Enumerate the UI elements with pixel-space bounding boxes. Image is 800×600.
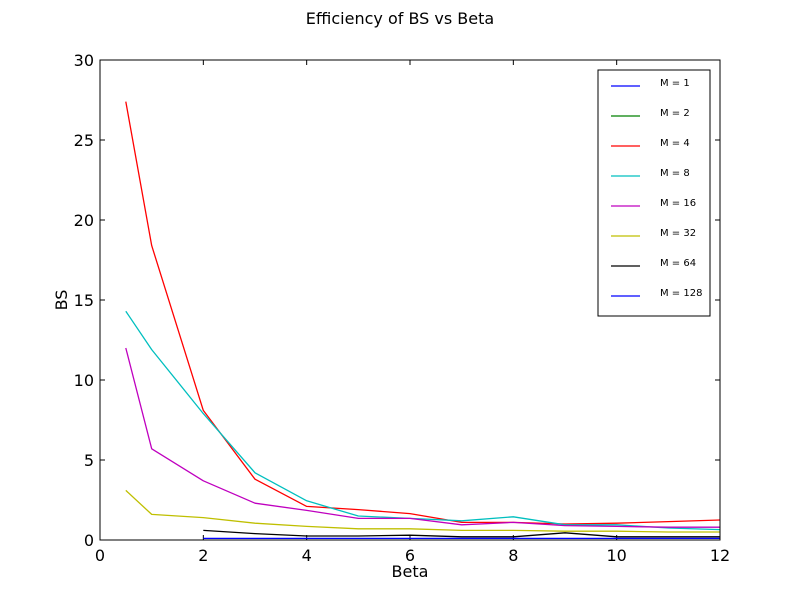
y-tick-label: 30: [74, 51, 94, 70]
series-line-5: [125, 347, 720, 528]
legend-box: [597, 69, 711, 317]
y-tick-label: 25: [74, 131, 94, 150]
series-line-7: [203, 529, 720, 538]
legend-label: M = 4: [660, 138, 690, 149]
y-tick-label: 10: [74, 371, 94, 390]
x-tick-label: 2: [198, 546, 208, 565]
legend-label: M = 32: [660, 228, 696, 239]
legend: M = 1 M = 2 M = 4 M = 8 M = 16 M = 32 M = 64 M …: [597, 69, 711, 317]
series-line-6: [125, 489, 720, 533]
y-tick-label: 20: [74, 211, 94, 230]
plot-frame: [99, 59, 721, 541]
y-tick-label: 5: [84, 451, 94, 470]
legend-label: M = 1: [660, 78, 690, 89]
x-tick-label: 6: [405, 546, 415, 565]
series-lines: [125, 101, 721, 540]
y-tick-label: 0: [84, 531, 94, 550]
legend-label: M = 8: [660, 168, 690, 179]
x-tick-label: 4: [302, 546, 312, 565]
legend-label: M = 64: [660, 258, 696, 269]
x-tick-label: 8: [508, 546, 518, 565]
series-line-3: [125, 101, 721, 525]
legend-label: M = 16: [660, 198, 696, 209]
chart-title: Efficiency of BS vs Beta: [306, 9, 494, 28]
y-tick-label: 15: [74, 291, 94, 310]
x-tick-label: 10: [606, 546, 626, 565]
y-axis-label: BS: [52, 290, 71, 311]
x-tick-label: 12: [710, 546, 730, 565]
legend-label: M = 2: [660, 108, 690, 119]
legend-label: M = 128: [660, 288, 702, 299]
x-tick-label: 0: [95, 546, 105, 565]
x-axis-label: Beta: [392, 562, 429, 581]
